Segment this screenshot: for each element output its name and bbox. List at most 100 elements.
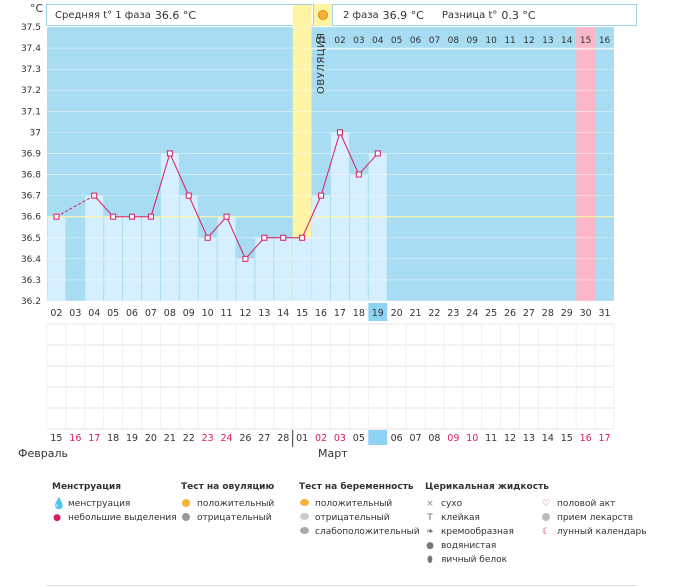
- temperature-segment: [301, 195, 322, 238]
- phase2-day-number: 03: [353, 36, 364, 46]
- temperature-point: [147, 213, 154, 220]
- phase2-value: 36.9 °C: [382, 8, 424, 22]
- day-number: 02: [50, 308, 62, 319]
- legend-label: слабоположительный: [315, 527, 420, 537]
- y-tick-label: 36.2: [21, 297, 41, 307]
- calendar-date: 11: [485, 433, 497, 444]
- legend-label: прием лекарств: [557, 513, 634, 523]
- calendar-date: 08: [428, 433, 440, 444]
- phase2-label: 2 фаза: [343, 9, 379, 21]
- heart-icon: ♡: [541, 499, 551, 509]
- calendar-date: 20: [145, 433, 157, 444]
- small-drop-icon: ●: [53, 513, 61, 523]
- diff-value: 0.3 °C: [501, 8, 536, 22]
- temperature-point: [374, 150, 381, 157]
- y-unit-label: °C: [30, 2, 44, 15]
- phase2-day-number: 08: [448, 36, 460, 46]
- sticky-icon: Т: [427, 513, 433, 523]
- day-number: 30: [580, 308, 592, 319]
- temperature-point: [336, 129, 343, 136]
- temperature-point: [223, 213, 230, 220]
- y-tick-label: 36.4: [21, 255, 41, 265]
- today-marker: [368, 303, 388, 321]
- temperature-point: [110, 213, 117, 220]
- y-tick-label: 36.9: [21, 149, 41, 159]
- day-number: 18: [353, 308, 365, 319]
- day-number: 03: [69, 308, 81, 319]
- calendar-date: 13: [523, 433, 535, 444]
- day-number: 16: [315, 308, 327, 319]
- legend-title: Тест на овуляцию: [181, 482, 275, 492]
- day-number: 09: [183, 308, 195, 319]
- temperature-point: [318, 192, 325, 199]
- highlight-day-band: [576, 27, 596, 301]
- calendar-date: 27: [258, 433, 270, 444]
- legend-pregnancy-test: Тест на беременность положительный отриц…: [299, 482, 420, 539]
- day-number: 22: [428, 308, 440, 319]
- temperature-segment: [150, 153, 171, 217]
- legend-label: кремообразная: [441, 527, 514, 537]
- day-number: 23: [447, 308, 459, 319]
- phase2-day-number: 06: [410, 36, 422, 46]
- calendar-date: 16: [580, 433, 592, 444]
- y-tick-label: 37.1: [21, 107, 41, 117]
- phase2-day-number: 07: [429, 36, 440, 46]
- phase1-label: Средняя t° 1 фаза: [55, 9, 151, 21]
- temperature-bar: [274, 237, 293, 301]
- calendar-date: 16: [69, 433, 81, 444]
- temperature-bar: [198, 237, 217, 301]
- y-tick-label: 37.5: [21, 23, 41, 33]
- calendar-date: 05: [353, 433, 365, 444]
- y-tick-label: 37.4: [21, 44, 41, 54]
- temperature-point: [299, 234, 306, 241]
- calendar-date: 02: [315, 433, 327, 444]
- phase1-header: Средняя t° 1 фаза 36.6 °C: [46, 4, 314, 26]
- y-tick-label: 37.2: [21, 86, 41, 96]
- day-number: 29: [561, 308, 573, 319]
- legend-ovulation-test: Тест на овуляцию положительный отрицател…: [181, 482, 274, 525]
- day-number: 17: [334, 308, 346, 319]
- temperature-point: [261, 234, 268, 241]
- calendar-date: 28: [277, 433, 289, 444]
- phase2-day-number: 13: [542, 36, 553, 46]
- temperature-point: [129, 213, 136, 220]
- calendar-date: 18: [107, 433, 119, 444]
- positive-test-icon: [181, 499, 191, 509]
- day-number: 27: [523, 308, 535, 319]
- day-number: 19: [372, 308, 384, 319]
- temperature-point: [185, 192, 192, 199]
- egg-white-icon: ⬮: [427, 555, 433, 565]
- calendar-date: 12: [504, 433, 516, 444]
- temperature-bar: [160, 153, 179, 301]
- temperature-segment: [188, 195, 209, 238]
- phase2-day-number: 16: [599, 36, 611, 46]
- calendar-date: 23: [202, 433, 214, 444]
- phase2-day-number: 02: [334, 36, 345, 46]
- day-number: 20: [391, 308, 403, 319]
- temperature-bar: [312, 195, 330, 301]
- legend-label: клейкая: [441, 513, 480, 523]
- pill-icon: [541, 513, 551, 523]
- phase2-day-number: 14: [561, 36, 573, 46]
- phase1-value: 36.6 °C: [154, 8, 197, 22]
- y-tick-label: 36.8: [21, 171, 41, 181]
- calendar-date: 07: [410, 433, 422, 444]
- day-number: 26: [504, 308, 516, 319]
- pregnancy-negative-icon: [299, 513, 309, 523]
- legend-label: положительный: [197, 499, 275, 509]
- legend-label: небольшие выделения: [68, 513, 177, 523]
- temperature-chart: 36.2 36.3 36.4 36.5 36.6 36.7 36.8 36.9 37 37.1 37…: [21, 5, 615, 447]
- legend-label: положительный: [315, 499, 393, 509]
- y-tick-label: 36.7: [21, 192, 41, 202]
- phase2-day-number: 09: [467, 36, 479, 46]
- phase2-day-number: 05: [391, 36, 402, 46]
- day-number: 08: [164, 308, 176, 319]
- calendar-date: 09: [447, 433, 459, 444]
- temperature-segment: [339, 132, 360, 175]
- temperature-point: [53, 213, 60, 220]
- phase2-header: 2 фаза 36.9 °C Разница t° 0.3 °C: [332, 4, 637, 26]
- temperature-segment: [226, 216, 246, 260]
- temperature-segment: [207, 216, 227, 239]
- legend-title: Церикальная жидкость: [425, 482, 549, 492]
